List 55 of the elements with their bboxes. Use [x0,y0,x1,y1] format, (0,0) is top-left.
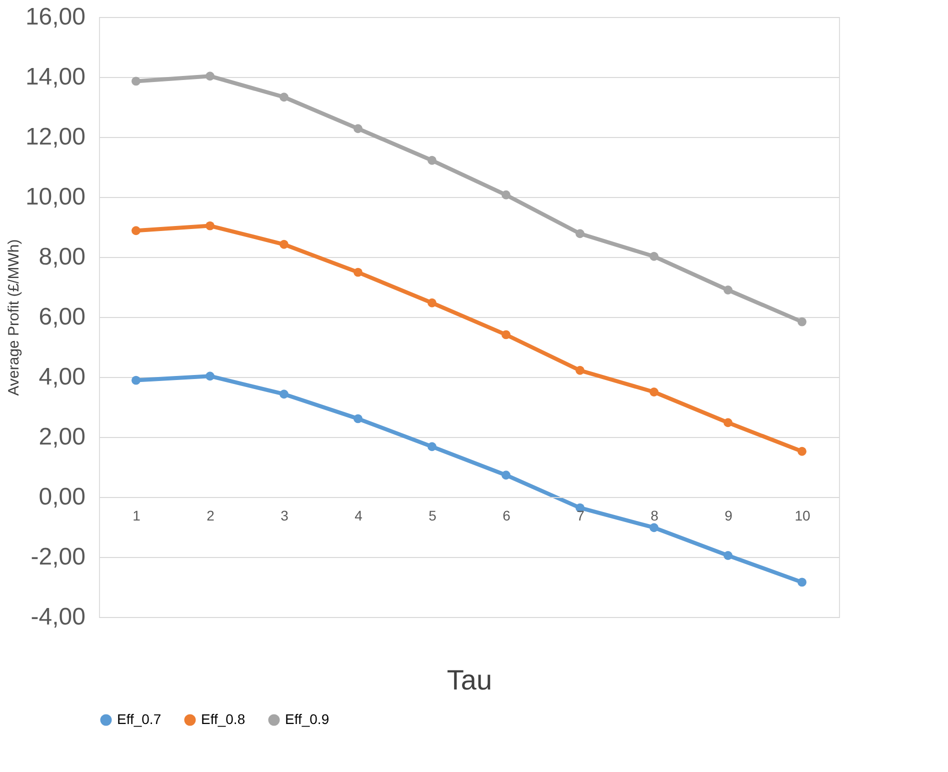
point [280,240,288,249]
y-tick-label: -2,00 [30,544,86,570]
y-tick-label: 6,00 [38,304,86,330]
y-tick-label: 12,00 [25,124,86,150]
point [206,221,214,230]
point [576,229,584,238]
y-tick-label: 2,00 [38,424,86,450]
point [650,252,658,261]
x-tick-label: 8 [650,508,659,524]
point [354,124,362,134]
legend-label: Eff_0.9 [285,711,330,727]
point [650,523,658,532]
y-tick-label: 8,00 [38,244,86,270]
y-tick-label: 14,00 [25,64,86,90]
point [280,92,288,102]
y-tick-label: 0,00 [38,484,86,510]
y-tick-label: 4,00 [38,364,86,390]
point [798,446,806,456]
point [724,286,732,294]
point [576,366,584,375]
point [280,390,288,399]
x-tick-label: 10 [794,508,810,524]
point [798,317,806,326]
point [354,268,362,277]
point [502,470,510,480]
point [206,372,214,381]
x-tick-label: 4 [354,508,363,524]
point [650,388,658,396]
point [132,376,140,385]
point [502,190,510,200]
x-tick-label: 6 [502,508,511,524]
point [428,298,436,308]
point [724,418,732,428]
x-tick-label: 5 [428,508,437,524]
y-tick-label: 16,00 [25,4,86,30]
point [206,72,214,81]
y-tick-label: 10,00 [25,184,86,210]
point [502,330,510,340]
x-tick-label: 1 [132,508,141,524]
point [724,551,732,560]
point [132,76,140,86]
point [354,414,362,424]
point [428,156,436,165]
x-tick-label: 7 [576,508,585,524]
legend-label: Eff_0.8 [201,711,246,727]
x-tick-label: 2 [206,508,215,524]
x-axis-title: Tau [446,664,492,696]
legend-label: Eff_0.7 [117,711,162,727]
x-tick-label: 3 [280,508,289,524]
y-tick-label: -4,00 [30,604,86,630]
x-tick-label: 9 [724,508,733,524]
point [132,226,140,236]
y-axis-title: Average Profit (£/MWh) [5,239,22,396]
point [428,442,436,452]
point [798,578,806,587]
